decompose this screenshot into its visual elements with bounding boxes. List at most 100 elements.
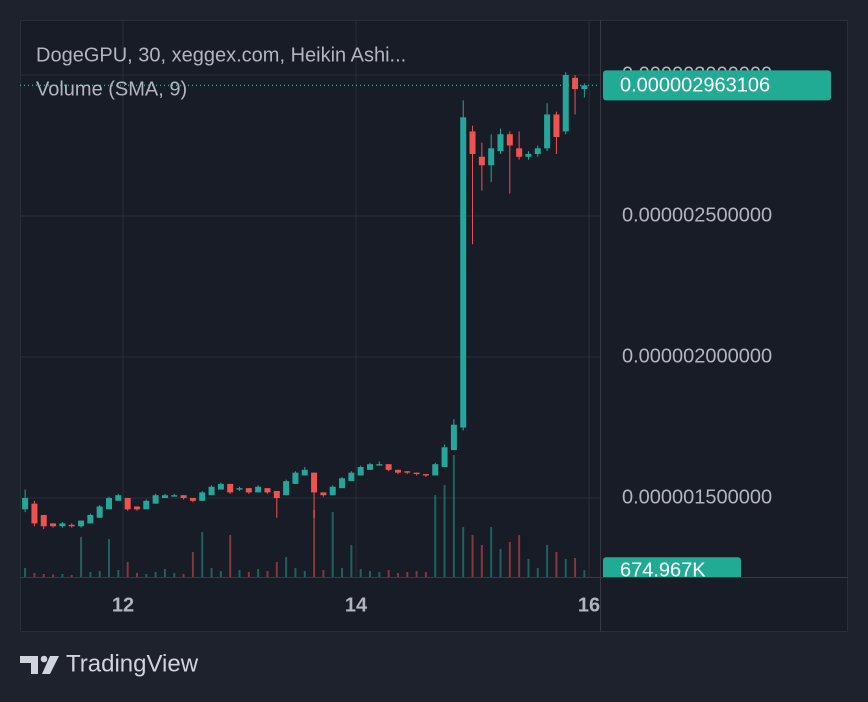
- volume-bar: [98, 571, 101, 577]
- volume-bar: [24, 568, 27, 577]
- candle-body: [59, 523, 66, 527]
- candle-body: [40, 514, 47, 527]
- volume-bar: [508, 542, 511, 577]
- volume-bar: [108, 539, 111, 577]
- volume-bar: [369, 571, 372, 577]
- volume-bar: [499, 549, 502, 577]
- candle-body: [581, 85, 588, 90]
- candle-body: [450, 424, 457, 451]
- candle-body: [422, 474, 429, 476]
- volume-bar: [135, 573, 138, 577]
- volume-bar: [117, 570, 120, 577]
- candle-body: [329, 486, 336, 496]
- candle-body: [171, 495, 178, 497]
- last-price-label: 0.000002963106: [620, 75, 770, 97]
- volume-bar: [359, 569, 362, 577]
- candle-body: [385, 464, 392, 470]
- volume-bar: [462, 527, 465, 577]
- volume-bar: [331, 512, 334, 577]
- volume-bar: [424, 572, 427, 577]
- candle-body: [227, 483, 234, 493]
- candle-body: [404, 471, 411, 473]
- volume-bar: [173, 573, 176, 577]
- candle-body: [432, 464, 439, 476]
- x-tick-label: 12: [112, 594, 134, 616]
- volume-bar: [229, 535, 232, 577]
- y-tick-label: 0.000002000000: [622, 345, 772, 367]
- candle-body: [115, 495, 122, 501]
- candle-body: [161, 495, 168, 499]
- volume-bar: [52, 574, 55, 577]
- volume-title: Volume (SMA, 9): [36, 78, 187, 100]
- volume-bar: [406, 572, 409, 577]
- chart-panel: [20, 20, 848, 632]
- volume-bar: [126, 562, 129, 577]
- chart-title: DogeGPU, 30, xeggex.com, Heikin Ashi...: [36, 44, 406, 66]
- price-axis: 0.000001500000 0.000002000000 0.0000025000…: [603, 63, 831, 577]
- volume-bar: [257, 569, 260, 577]
- volume-bar: [396, 573, 399, 577]
- volume-bar: [415, 571, 418, 577]
- candle-body: [311, 472, 318, 493]
- candle-body: [283, 481, 290, 496]
- volume-bar: [145, 574, 148, 577]
- candle-body: [273, 490, 280, 499]
- volume-bar: [564, 559, 567, 577]
- candle-body: [31, 503, 38, 524]
- volume-bar: [536, 568, 539, 577]
- candle-body: [78, 520, 85, 527]
- volume-bar: [583, 570, 586, 577]
- candle-body: [506, 134, 513, 146]
- volume-bar: [350, 545, 353, 577]
- volume-bar: [201, 532, 204, 577]
- volume-bar: [434, 495, 437, 577]
- candle-body: [572, 77, 579, 90]
- volume-bar: [238, 570, 241, 577]
- brand-name: TradingView: [66, 650, 199, 677]
- volume-bar: [490, 527, 493, 577]
- candle-body: [199, 492, 206, 501]
- candle-body: [189, 498, 196, 501]
- candle-body: [236, 488, 243, 490]
- candle-body: [544, 114, 551, 149]
- candle-body: [367, 464, 374, 470]
- candle-body: [301, 469, 308, 476]
- last-volume-box: [603, 557, 741, 577]
- volume-bar: [341, 568, 344, 577]
- candle-body: [469, 131, 476, 154]
- candle-body: [488, 148, 495, 166]
- volume-bar: [154, 572, 157, 577]
- candle-body: [245, 488, 252, 493]
- volume-pane: [24, 455, 586, 577]
- candle-body: [68, 524, 75, 527]
- candle-body: [143, 500, 150, 510]
- volume-bar: [191, 552, 194, 577]
- volume-bar: [480, 545, 483, 577]
- volume-bar: [527, 559, 530, 577]
- candle-body: [376, 464, 383, 466]
- time-axis: 12 14 16: [112, 594, 600, 616]
- volume-bar: [219, 571, 222, 577]
- volume-bar: [70, 575, 73, 577]
- volume-bar: [322, 570, 325, 577]
- candle-body: [394, 469, 401, 473]
- x-tick-label: 14: [345, 594, 368, 616]
- volume-bar: [247, 572, 250, 577]
- volume-bar: [163, 569, 166, 577]
- candle-body: [497, 134, 504, 152]
- candle-body: [413, 472, 420, 475]
- volume-bar: [275, 562, 278, 577]
- candle-body: [516, 148, 523, 157]
- volume-bar: [294, 568, 297, 577]
- volume-bar: [266, 571, 269, 577]
- candle-body: [553, 114, 560, 138]
- candle-body: [180, 495, 187, 499]
- volume-bar: [378, 572, 381, 577]
- candle-body: [478, 156, 485, 166]
- candle-body: [124, 498, 131, 510]
- candle-body: [320, 492, 327, 496]
- volume-bar: [443, 485, 446, 577]
- volume-bar: [555, 552, 558, 577]
